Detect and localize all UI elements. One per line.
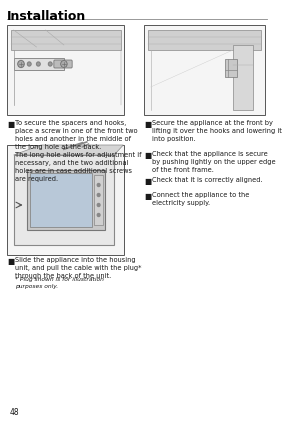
Text: ■: ■ [144, 151, 152, 160]
Bar [225, 59, 237, 77]
Circle shape [97, 184, 100, 187]
Text: Connect the appliance to the
electricity supply.: Connect the appliance to the electricity… [152, 192, 249, 206]
Text: Installation: Installation [7, 10, 87, 23]
Bar [30, 173, 92, 227]
Text: ■: ■ [7, 120, 15, 129]
Bar [27, 170, 105, 230]
FancyBboxPatch shape [54, 60, 72, 68]
Bar [14, 58, 64, 70]
Circle shape [37, 62, 40, 66]
Bar [94, 175, 103, 225]
Bar [144, 25, 265, 115]
Bar [7, 145, 124, 255]
Bar [148, 30, 261, 50]
Text: ■: ■ [144, 120, 152, 129]
Text: ■: ■ [7, 257, 15, 266]
Circle shape [48, 62, 52, 66]
Text: ■: ■ [144, 192, 152, 201]
Text: Check that it is correctly aligned.: Check that it is correctly aligned. [152, 177, 262, 183]
Circle shape [97, 193, 100, 196]
Text: * Plug shown is for illustration
purposes only.: * Plug shown is for illustration purpose… [15, 277, 104, 289]
Text: Check that the appliance is secure
by pushing lightly on the upper edge
of the f: Check that the appliance is secure by pu… [152, 151, 275, 173]
Text: 48: 48 [9, 408, 19, 417]
Bar [11, 30, 121, 50]
Circle shape [97, 213, 100, 216]
Circle shape [61, 60, 67, 68]
Bar [14, 155, 114, 245]
Circle shape [97, 204, 100, 207]
Circle shape [18, 62, 22, 66]
Circle shape [27, 62, 31, 66]
Text: Slide the appliance into the housing
unit, and pull the cable with the plug*
thr: Slide the appliance into the housing uni… [15, 257, 141, 279]
Text: To secure the spacers and hooks,
place a screw in one of the front two
holes and: To secure the spacers and hooks, place a… [15, 120, 141, 182]
Bar [7, 25, 124, 115]
Circle shape [18, 60, 24, 68]
Bar [233, 45, 253, 110]
Text: Secure the appliance at the front by
lifting it over the hooks and lowering it
i: Secure the appliance at the front by lif… [152, 120, 281, 142]
Text: ■: ■ [144, 177, 152, 186]
Polygon shape [14, 145, 123, 155]
